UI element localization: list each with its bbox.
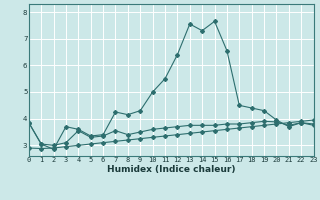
X-axis label: Humidex (Indice chaleur): Humidex (Indice chaleur) bbox=[107, 165, 236, 174]
